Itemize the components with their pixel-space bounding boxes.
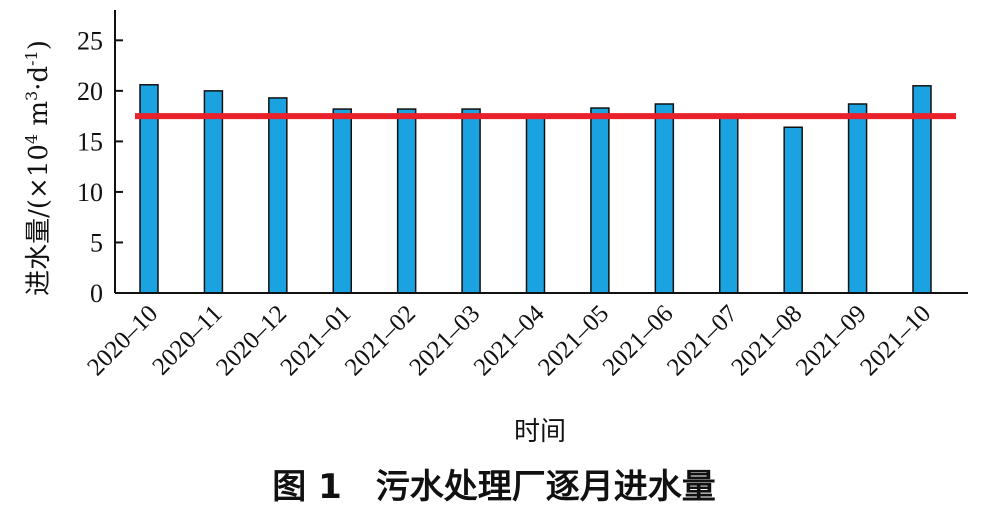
- x-tick-label: 2021–03: [404, 300, 485, 381]
- bar-2021–04: [525, 115, 546, 294]
- x-tick-label: 2021–05: [533, 300, 614, 381]
- x-tick-label: 2020–12: [211, 300, 292, 381]
- bar-2021–01: [332, 108, 352, 294]
- x-axis-label: 时间: [514, 417, 566, 447]
- x-tick-label: 2021–08: [726, 300, 807, 381]
- figure-caption: 图 1 污水处理厂逐月进水量: [272, 467, 716, 507]
- y-axis: 0 5 10 15 20 25: [77, 10, 123, 308]
- x-tick-label: 2021–06: [598, 300, 679, 381]
- y-tick-label: 10: [77, 178, 103, 207]
- x-tick-label: 2021–01: [276, 300, 357, 381]
- bar-2021–03: [461, 108, 481, 294]
- bar-2021–08: [783, 126, 803, 294]
- bar-2021–02: [396, 108, 417, 294]
- y-tick-label: 25: [77, 26, 103, 55]
- y-tick-label: 20: [77, 77, 103, 106]
- x-tick-label: 2021–07: [662, 300, 743, 381]
- x-tick-label: 2021–10: [855, 300, 936, 381]
- x-tick-label: 2021–02: [340, 300, 421, 381]
- x-tick-label: 2020–11: [147, 300, 227, 380]
- bar-2020–12: [268, 97, 288, 294]
- bar-2020–11: [203, 90, 224, 294]
- x-tick-label: 2020–10: [82, 300, 163, 381]
- y-axis-label: 进水量/(×104 m3·d-1): [22, 40, 54, 296]
- x-axis: 2020–102020–112020–122021–012021–022021–…: [82, 292, 968, 381]
- y-tick-label: 5: [90, 228, 103, 257]
- x-tick-label: 2021–09: [791, 300, 872, 381]
- bar-2021–07: [719, 115, 739, 294]
- x-tick-label: 2021–04: [469, 300, 550, 381]
- y-tick-label: 0: [90, 279, 103, 308]
- bar-2021–06: [654, 103, 675, 294]
- bar-2021–05: [590, 107, 610, 294]
- bar-2021–09: [847, 103, 868, 294]
- y-tick-label: 15: [77, 127, 103, 156]
